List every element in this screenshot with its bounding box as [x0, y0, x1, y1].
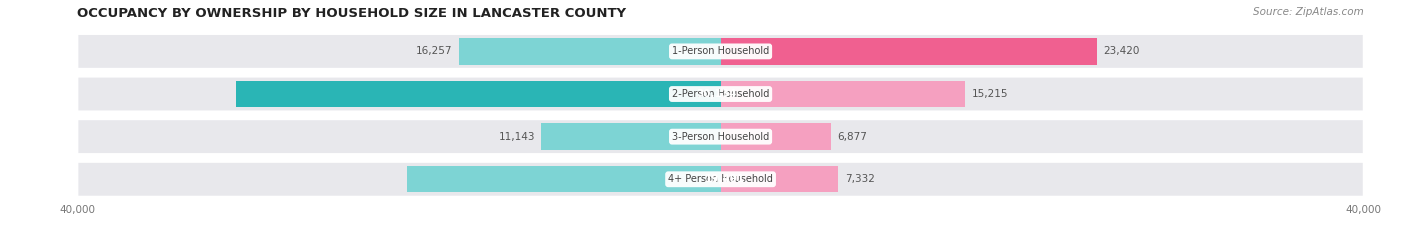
Bar: [721, 81, 966, 107]
Text: OCCUPANCY BY OWNERSHIP BY HOUSEHOLD SIZE IN LANCASTER COUNTY: OCCUPANCY BY OWNERSHIP BY HOUSEHOLD SIZE…: [77, 7, 627, 20]
Bar: [236, 81, 721, 107]
Text: 1-Person Household: 1-Person Household: [672, 46, 769, 56]
FancyBboxPatch shape: [77, 119, 1364, 154]
Text: 11,143: 11,143: [499, 132, 534, 142]
Text: 15,215: 15,215: [972, 89, 1008, 99]
Text: 7,332: 7,332: [845, 174, 875, 184]
Text: 23,420: 23,420: [1104, 46, 1140, 56]
FancyBboxPatch shape: [77, 162, 1364, 197]
Text: Source: ZipAtlas.com: Source: ZipAtlas.com: [1253, 7, 1364, 17]
Text: 16,257: 16,257: [416, 46, 453, 56]
Text: 3-Person Household: 3-Person Household: [672, 132, 769, 142]
Bar: [541, 123, 721, 150]
Bar: [460, 38, 721, 65]
Text: 6,877: 6,877: [838, 132, 868, 142]
Text: 30,134: 30,134: [696, 89, 737, 99]
Text: 19,491: 19,491: [704, 174, 745, 184]
Text: 4+ Person Household: 4+ Person Household: [668, 174, 773, 184]
Bar: [721, 123, 831, 150]
Bar: [721, 166, 838, 192]
Text: 2-Person Household: 2-Person Household: [672, 89, 769, 99]
Bar: [408, 166, 721, 192]
Bar: [721, 38, 1097, 65]
FancyBboxPatch shape: [77, 34, 1364, 69]
FancyBboxPatch shape: [77, 77, 1364, 112]
